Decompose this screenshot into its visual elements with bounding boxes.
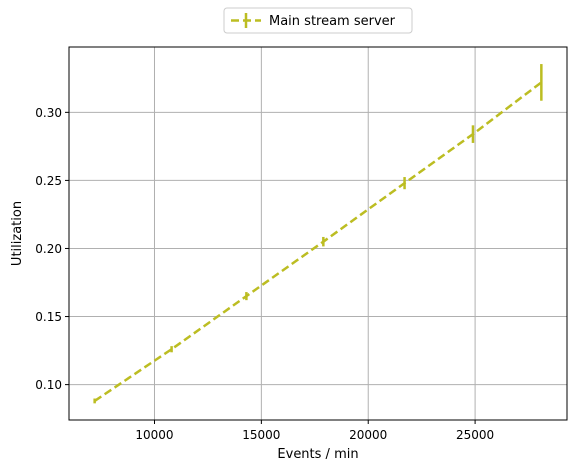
x-tick-label: 25000 xyxy=(456,428,494,442)
y-tick-label: 0.25 xyxy=(35,174,62,188)
legend-box xyxy=(223,7,413,34)
y-axis-label: Utilization xyxy=(10,201,25,266)
series-line xyxy=(93,81,543,402)
y-tick-label: 0.15 xyxy=(35,310,62,324)
plot-frame xyxy=(68,46,568,421)
y-tick-label: 0.30 xyxy=(35,106,62,120)
y-tick-label: 0.20 xyxy=(35,242,62,256)
x-tick-label: 10000 xyxy=(135,428,173,442)
series-layer xyxy=(93,64,543,404)
legend-label: Main stream server xyxy=(269,14,396,29)
grid xyxy=(69,47,567,420)
legend: Main stream server xyxy=(223,7,413,34)
x-tick-label: 20000 xyxy=(349,428,387,442)
x-tick-label: 15000 xyxy=(242,428,280,442)
x-axis-label: Events / min xyxy=(277,447,358,462)
ticks: 10000 15000 20000 25000 0.10 0.15 0.20 0.25 0.30 xyxy=(35,106,494,442)
y-tick-label: 0.10 xyxy=(35,378,62,392)
legend-marker xyxy=(231,13,261,28)
